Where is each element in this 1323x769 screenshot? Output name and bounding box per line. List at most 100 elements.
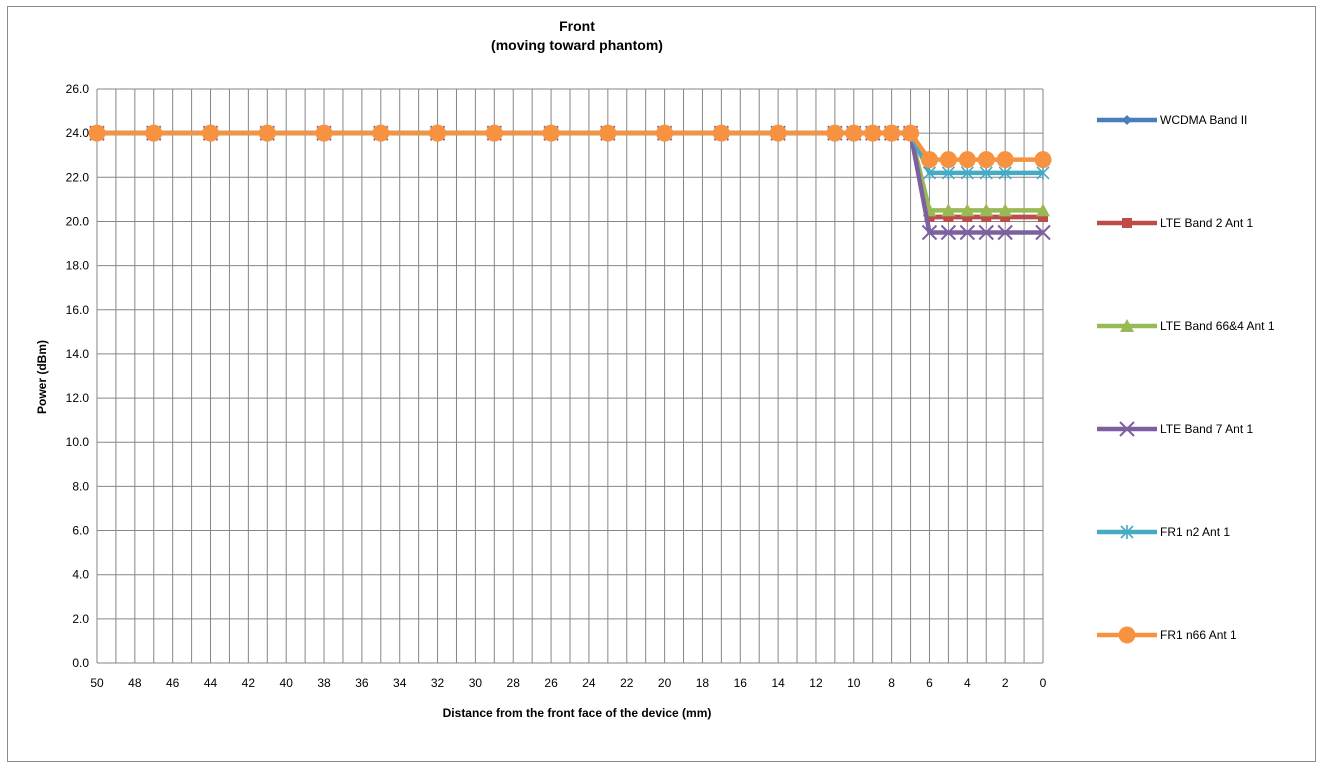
data-point [943, 212, 954, 223]
x-tick-label: 18 [696, 676, 710, 690]
data-point [429, 124, 447, 142]
series-lines [88, 124, 1052, 241]
legend-swatch-marker [1120, 525, 1134, 539]
y-tick-label: 14.0 [66, 347, 90, 361]
x-tick-label: 34 [393, 676, 407, 690]
data-point [202, 124, 220, 142]
legend-label: WCDMA Band II [1160, 113, 1247, 127]
legend-label: LTE Band 7 Ant 1 [1160, 422, 1254, 436]
data-point [712, 124, 730, 142]
x-tick-label: 28 [507, 676, 521, 690]
data-point [372, 124, 390, 142]
data-point [864, 124, 882, 142]
x-tick-label: 6 [926, 676, 933, 690]
data-point [258, 124, 276, 142]
chart-title: Front [559, 18, 595, 34]
gridlines [96, 88, 1044, 664]
x-tick-label: 42 [242, 676, 256, 690]
y-tick-label: 2.0 [72, 612, 89, 626]
x-tick-label: 38 [317, 676, 331, 690]
x-tick-label: 22 [620, 676, 634, 690]
data-point [922, 165, 937, 180]
series-5 [88, 124, 1052, 169]
legend-item: LTE Band 2 Ant 1 [1097, 216, 1254, 230]
data-point [485, 124, 503, 142]
x-tick-label: 50 [90, 676, 104, 690]
data-point [826, 124, 844, 142]
data-point [941, 165, 955, 180]
data-point [979, 203, 994, 217]
y-tick-label: 22.0 [66, 170, 90, 184]
x-tick-label: 40 [280, 676, 294, 690]
y-tick-label: 0.0 [72, 656, 89, 670]
y-tick-label: 6.0 [72, 524, 89, 538]
data-point [902, 124, 920, 142]
data-point [1000, 212, 1011, 223]
legend-swatch-marker [1120, 319, 1134, 332]
y-tick-label: 26.0 [66, 82, 90, 96]
legend-swatch-marker [1122, 115, 1132, 125]
x-tick-label: 48 [128, 676, 142, 690]
data-point [958, 151, 976, 169]
x-tick-label: 12 [809, 676, 823, 690]
legend-label: FR1 n2 Ant 1 [1160, 525, 1230, 539]
data-point [978, 224, 994, 241]
legend-item: FR1 n2 Ant 1 [1097, 525, 1230, 539]
data-point [981, 212, 992, 223]
data-point [959, 224, 976, 241]
x-tick-label: 0 [1040, 676, 1047, 690]
x-tick-label: 8 [888, 676, 895, 690]
x-tick-label: 46 [166, 676, 180, 690]
data-point [1036, 203, 1050, 217]
y-tick-label: 4.0 [72, 568, 89, 582]
data-point [769, 124, 787, 142]
y-tick-label: 8.0 [72, 479, 89, 493]
data-point [599, 124, 617, 142]
legend-label: LTE Band 2 Ant 1 [1160, 216, 1254, 230]
x-tick-label: 14 [771, 676, 785, 690]
data-point [960, 165, 974, 180]
data-point [542, 124, 560, 142]
legend-label: LTE Band 66&4 Ant 1 [1160, 319, 1275, 333]
x-tick-label: 36 [355, 676, 369, 690]
y-tick-label: 12.0 [66, 391, 90, 405]
data-point [315, 124, 333, 142]
data-point [979, 165, 993, 180]
data-point [88, 124, 106, 142]
legend-item: LTE Band 66&4 Ant 1 [1097, 319, 1275, 333]
data-point [940, 224, 957, 241]
x-tick-label: 44 [204, 676, 218, 690]
y-axis-title: Power (dBm) [35, 340, 49, 414]
y-tick-label: 20.0 [66, 214, 90, 228]
legend-swatch-marker [1122, 218, 1132, 228]
x-tick-label: 26 [544, 676, 558, 690]
data-point [656, 124, 674, 142]
y-tick-label: 18.0 [66, 259, 90, 273]
y-tick-label: 24.0 [66, 126, 90, 140]
x-axis-title: Distance from the front face of the devi… [443, 706, 712, 720]
data-point [845, 124, 863, 142]
x-tick-label: 16 [734, 676, 748, 690]
chart-subtitle: (moving toward phantom) [491, 37, 663, 53]
data-point [883, 124, 901, 142]
x-tick-label: 4 [964, 676, 971, 690]
data-point [1034, 151, 1052, 169]
data-point [998, 203, 1013, 217]
legend-item: FR1 n66 Ant 1 [1097, 626, 1237, 644]
data-point [998, 165, 1012, 180]
data-point [939, 151, 957, 169]
x-tick-label: 24 [582, 676, 596, 690]
data-point [1035, 224, 1051, 241]
data-point [996, 151, 1014, 169]
data-point [924, 212, 935, 223]
data-point [997, 224, 1013, 241]
data-point [960, 203, 975, 217]
y-tick-label: 16.0 [66, 303, 90, 317]
legend-swatch-marker [1119, 421, 1135, 437]
legend-swatch-marker [1118, 626, 1136, 644]
legend-item: WCDMA Band II [1097, 113, 1247, 127]
data-point [1036, 165, 1050, 180]
y-tick-label: 10.0 [66, 435, 90, 449]
data-point [962, 212, 973, 223]
